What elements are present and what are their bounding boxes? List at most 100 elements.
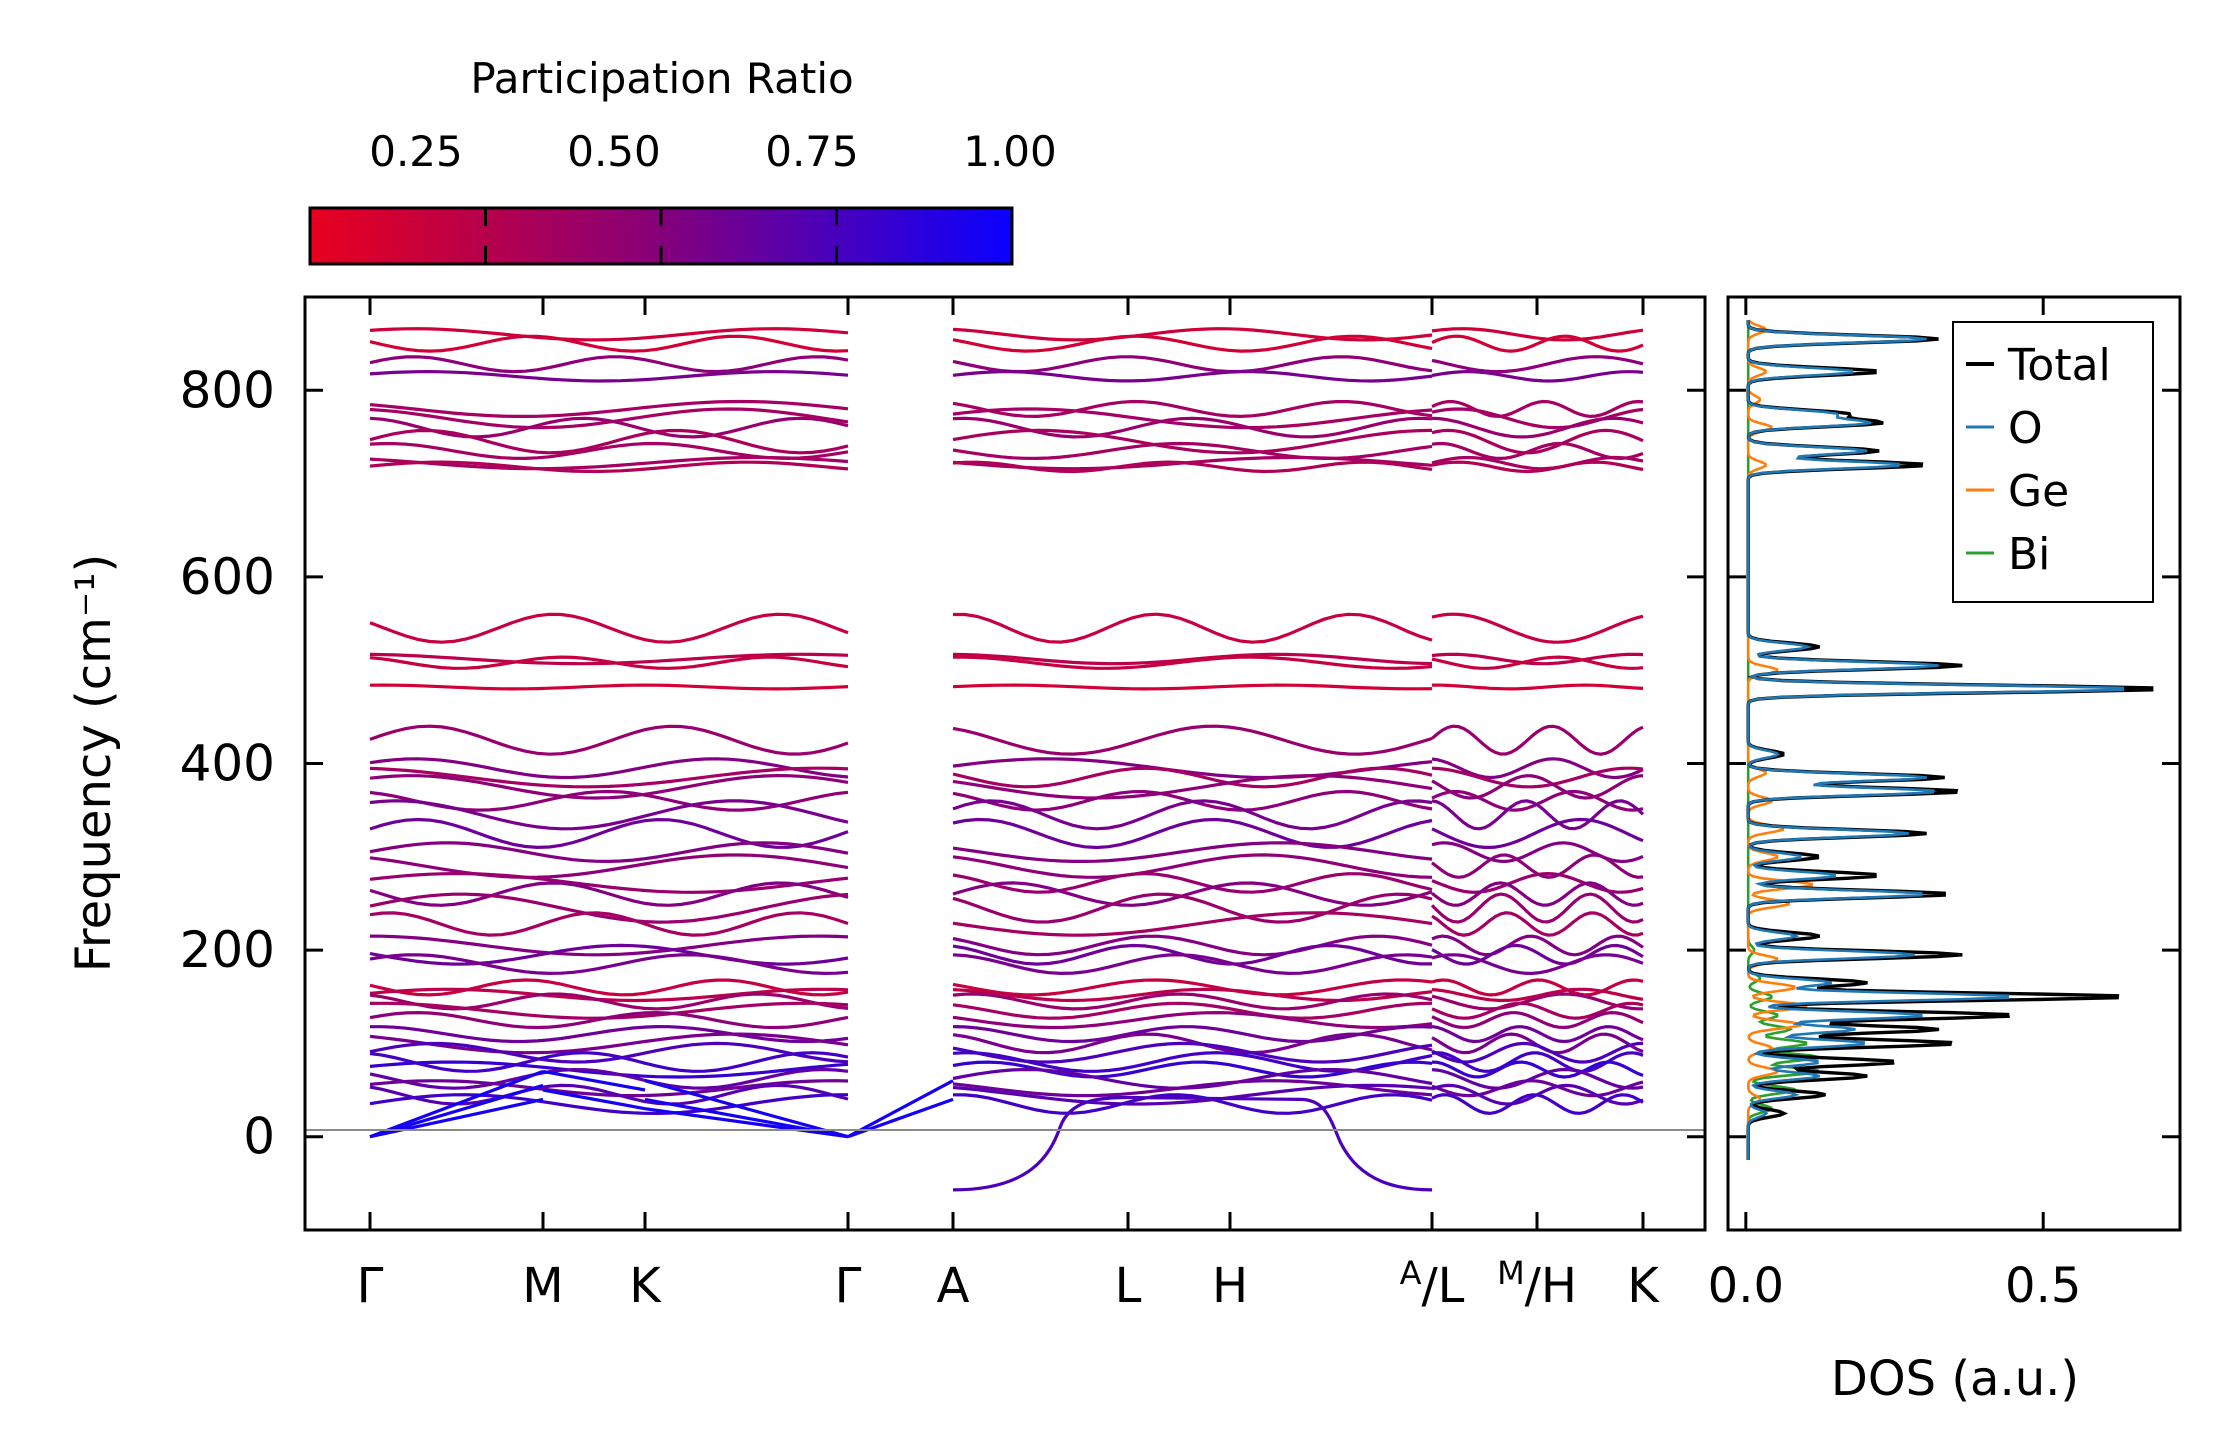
- phonon-branch: [1430, 724, 1644, 756]
- phonon-branch: [369, 355, 849, 374]
- acoustic-branch: [369, 1083, 544, 1139]
- phonon-branch: [1431, 1010, 1644, 1030]
- phonon-branch: [952, 428, 1433, 455]
- band-x-ticks: Γ M K Γ A L H A/L M/H K: [357, 297, 1660, 1314]
- phonon-branch: [1431, 934, 1644, 957]
- phonon-branch: [369, 757, 849, 780]
- phonon-branch: [953, 655, 1433, 670]
- phonon-branch: [1431, 799, 1645, 831]
- band-x-tick-label: K: [1627, 1258, 1660, 1314]
- band-x-tick-label: M/H: [1497, 1254, 1577, 1314]
- band-y-tick-label: 800: [180, 361, 275, 419]
- phonon-branch: [369, 1032, 849, 1055]
- phonon-branch: [952, 953, 1433, 976]
- dos-x-tick-label: 0.0: [1708, 1258, 1784, 1314]
- phonon-branch: [952, 407, 1433, 430]
- phonon-branch: [369, 789, 849, 812]
- phonon-branch: [1431, 399, 1644, 419]
- band-x-tick-label: A/L: [1400, 1254, 1465, 1314]
- phonon-branch: [1431, 428, 1644, 455]
- band-x-tick-label: M: [522, 1258, 563, 1314]
- phonon-branch: [1431, 652, 1644, 666]
- phonon-branch: [369, 399, 849, 418]
- colorbar: Participation Ratio 0.25 0.50 0.75 1.00: [308, 54, 1057, 266]
- phonon-branch: [369, 934, 849, 957]
- phonon-branch: [369, 943, 849, 966]
- phonon-branch: [952, 1010, 1433, 1030]
- y-axis-label: Frequency (cm⁻¹): [66, 554, 122, 972]
- phonon-branch: [953, 612, 1433, 644]
- phonon-branch: [369, 871, 849, 894]
- legend-label-ge: Ge: [2008, 466, 2069, 517]
- phonon-branch: [952, 987, 1433, 1003]
- phonon-branch: [952, 992, 1433, 1011]
- phonon-branch: [952, 978, 1433, 997]
- phonon-branch: [1431, 460, 1644, 474]
- phonon-branch: [1431, 992, 1643, 1011]
- phonon-branch: [369, 853, 849, 879]
- acoustic-branch: [644, 1107, 849, 1139]
- phonon-branch: [952, 841, 1433, 863]
- phonon-branch: [952, 853, 1433, 879]
- phonon-branch: [952, 334, 1433, 353]
- phonon-branch: [1431, 757, 1644, 780]
- phonon-branch: [1431, 817, 1644, 849]
- phonon-branch: [1431, 612, 1644, 644]
- band-y-tick-label: 600: [180, 548, 275, 606]
- phonon-branch: [369, 327, 849, 342]
- acoustic-branch: [542, 1069, 646, 1092]
- phonon-branch: [369, 992, 849, 1011]
- phonon-branch: [1431, 369, 1644, 383]
- phonon-branch: [1431, 1067, 1644, 1090]
- phonon-branch: [952, 892, 1433, 924]
- phonon-branch: [952, 724, 1433, 756]
- phonon-branch: [952, 773, 1433, 800]
- band-x-tick-label: K: [629, 1258, 662, 1314]
- phonon-branch: [1431, 416, 1644, 439]
- colorbar-ticks: [484, 208, 838, 264]
- legend-frame: [1952, 321, 2154, 603]
- phonon-branch: [1431, 1001, 1644, 1020]
- legend-label-total: Total: [2007, 340, 2111, 391]
- phonon-branch: [952, 1083, 1433, 1106]
- phonon-branch: [952, 911, 1433, 937]
- phonon-branch: [369, 369, 849, 383]
- dos-x-axis-label: DOS (a.u.): [1831, 1351, 2079, 1407]
- phonon-branch: [1431, 355, 1644, 374]
- phonon-branch: [369, 978, 849, 997]
- phonon-branch: [952, 370, 1433, 383]
- phonon-branch: [952, 683, 1433, 691]
- phonon-branch: [369, 1051, 849, 1073]
- band-x-tick-label: L: [1115, 1258, 1142, 1314]
- phonon-branch: [369, 817, 849, 850]
- phonon-branch: [952, 355, 1433, 374]
- phonon-branch: [369, 428, 849, 455]
- phonon-branch: [369, 1010, 849, 1030]
- dos-series: [1746, 319, 2154, 1160]
- legend: Total O Ge Bi: [1952, 321, 2154, 603]
- phonon-branch: [1431, 766, 1644, 789]
- phonon-branch: [1431, 1032, 1644, 1055]
- phonon-branch: [952, 1001, 1433, 1020]
- phonon-branch: [1431, 881, 1644, 907]
- phonon-branch: [369, 773, 849, 800]
- phonon-branch: [369, 1067, 849, 1090]
- phonon-branch: [1431, 774, 1644, 800]
- acoustic-branch: [369, 1069, 544, 1139]
- phonon-branch: [369, 911, 849, 937]
- phonon-branch: [369, 334, 849, 353]
- phonon-branch: [952, 943, 1432, 966]
- phonon-branch: [1431, 978, 1644, 997]
- phonon-branch: [1431, 1079, 1644, 1098]
- phonon-branch: [1431, 987, 1644, 1003]
- colorbar-tick-label: 0.75: [765, 127, 859, 176]
- phonon-branch: [369, 655, 849, 670]
- phonon-branch: [369, 455, 849, 471]
- band-y-tick-label: 400: [180, 735, 275, 793]
- phonon-branch: [369, 987, 849, 1003]
- band-y-ticks: 0 200 400 600 800: [180, 361, 1705, 1166]
- phonon-branch: [952, 799, 1433, 831]
- acoustic-branch: [644, 1079, 849, 1139]
- phonon-branch: [952, 441, 1433, 461]
